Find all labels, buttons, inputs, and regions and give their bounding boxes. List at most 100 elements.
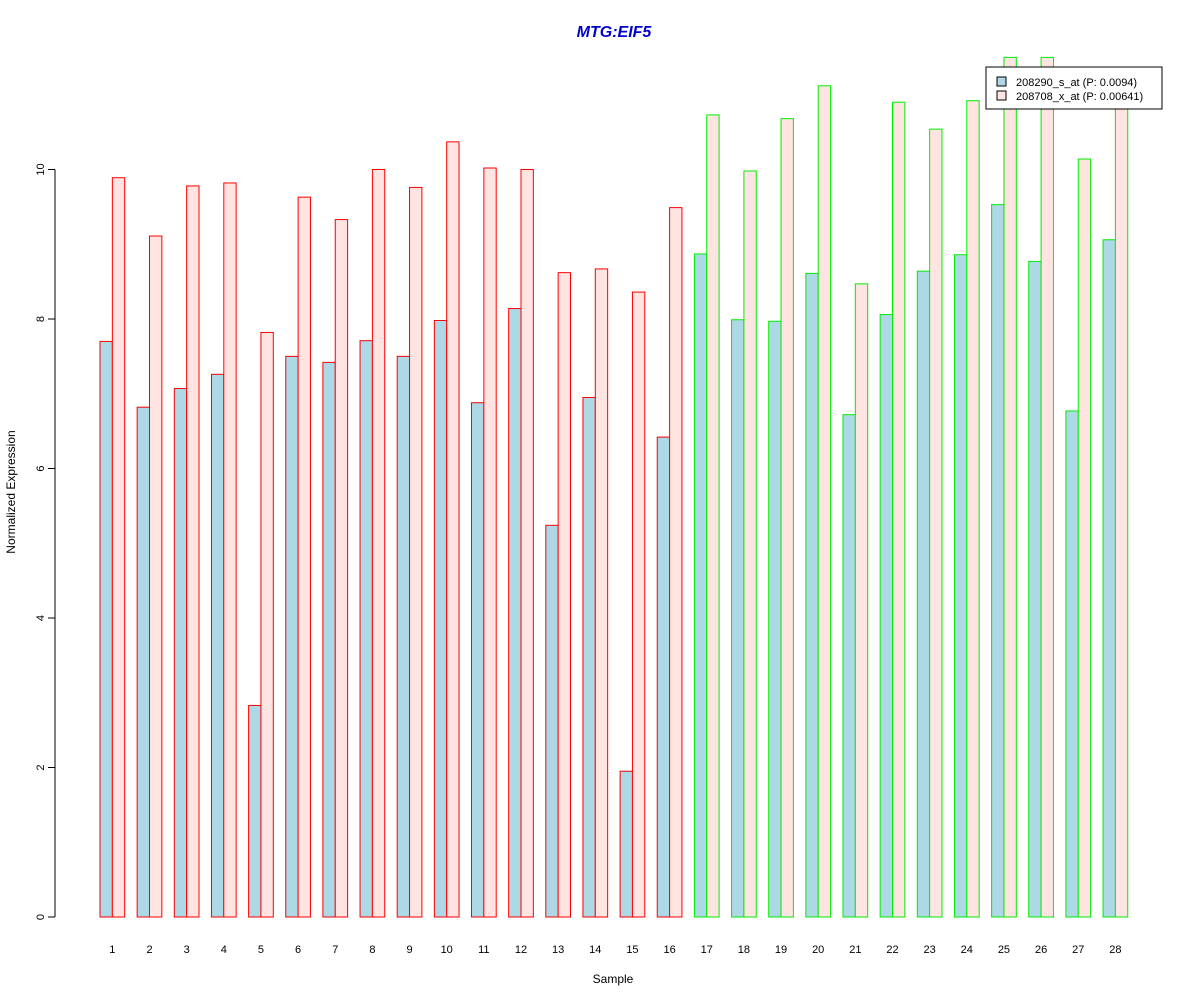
legend: 208290_s_at (P: 0.0094) 208708_x_at (P: … — [985, 66, 1163, 110]
bar-sample-15-series-2 — [631, 291, 646, 918]
legend-swatch-series-1 — [996, 76, 1007, 87]
x-tick-label: 6 — [295, 944, 301, 956]
x-tick-label: 20 — [812, 944, 824, 956]
legend-box — [985, 66, 1163, 110]
bar-sample-2-series-2 — [149, 235, 163, 918]
bar-sample-13-series-2 — [557, 272, 572, 918]
x-tick-label: 9 — [406, 944, 412, 956]
bar-sample-10-series-1 — [433, 319, 448, 918]
x-tick-label: 15 — [626, 944, 638, 956]
legend-label-series-1: 208290_s_at (P: 0.0094) — [1016, 77, 1137, 89]
bar-sample-23-series-1 — [916, 270, 931, 918]
bar-sample-18-series-1 — [731, 319, 745, 918]
y-tick-label: 10 — [35, 163, 47, 175]
x-tick-label: 28 — [1109, 944, 1121, 956]
x-tick-label: 18 — [738, 944, 750, 956]
bar-sample-16-series-1 — [656, 436, 671, 918]
bar-sample-1-series-1 — [99, 340, 113, 918]
x-tick-label: 24 — [961, 944, 973, 956]
bar-sample-26-series-2 — [1040, 56, 1054, 918]
x-tick-label: 22 — [886, 944, 898, 956]
bar-sample-9-series-2 — [409, 186, 423, 918]
bar-sample-21-series-1 — [842, 414, 856, 918]
bar-sample-12-series-1 — [508, 308, 522, 918]
bar-sample-24-series-1 — [953, 254, 968, 918]
y-tick-label: 2 — [35, 764, 47, 770]
y-tick-label: 4 — [35, 615, 47, 621]
bar-sample-27-series-1 — [1065, 410, 1079, 918]
x-tick-label: 4 — [221, 944, 227, 956]
bar-sample-4-series-1 — [210, 373, 225, 918]
x-axis-title: Sample — [593, 972, 634, 986]
x-tick-label: 26 — [1035, 944, 1047, 956]
x-tick-label: 7 — [332, 944, 338, 956]
x-tick-labels: 1 2 3 4 5 6 7 8 9 10 11 12 13 14 15 16 17 18 19 20 21 22 23 24 2… — [109, 944, 1121, 956]
bar-sample-23-series-2 — [929, 128, 943, 918]
bar-sample-6-series-1 — [285, 355, 299, 918]
bar-sample-17-series-2 — [706, 114, 720, 918]
y-tick-label: 0 — [35, 914, 47, 920]
bar-sample-20-series-2 — [817, 85, 832, 918]
y-axis-title: Normalized Expression — [4, 430, 18, 553]
x-tick-label: 19 — [775, 944, 787, 956]
x-tick-label: 21 — [849, 944, 861, 956]
bar-sample-20-series-1 — [805, 272, 819, 918]
bar-sample-19-series-2 — [780, 118, 794, 918]
x-tick-label: 11 — [478, 944, 489, 956]
bar-sample-27-series-2 — [1077, 158, 1092, 918]
chart-title: MTG:EIF5 — [577, 24, 653, 41]
bar-sample-3-series-1 — [173, 388, 188, 918]
x-tick-label: 14 — [589, 944, 601, 956]
bar-sample-12-series-2 — [520, 169, 534, 918]
bar-sample-26-series-1 — [1028, 260, 1042, 918]
x-tick-label: 17 — [701, 944, 713, 956]
bar-sample-25-series-2 — [1003, 56, 1017, 918]
x-tick-label: 10 — [441, 944, 453, 956]
bar-sample-1-series-2 — [111, 177, 126, 918]
bar-sample-4-series-2 — [223, 182, 237, 918]
bar-sample-8-series-2 — [371, 169, 386, 918]
bar-sample-5-series-2 — [260, 331, 274, 918]
bar-sample-9-series-1 — [396, 355, 411, 918]
y-tick-label: 6 — [35, 465, 47, 471]
bar-sample-21-series-2 — [854, 283, 869, 918]
x-tick-label: 1 — [109, 944, 115, 956]
bar-sample-11-series-2 — [483, 167, 497, 918]
bar-sample-15-series-1 — [619, 770, 633, 918]
bar-sample-22-series-2 — [892, 101, 906, 918]
bar-sample-17-series-1 — [693, 253, 708, 918]
x-tick-label: 23 — [924, 944, 936, 956]
x-tick-label: 12 — [515, 944, 527, 956]
bar-sample-22-series-1 — [879, 314, 894, 918]
bar-sample-8-series-1 — [359, 340, 373, 918]
x-tick-label: 2 — [146, 944, 152, 956]
bar-sample-6-series-2 — [297, 196, 311, 918]
bar-sample-2-series-1 — [136, 406, 150, 918]
bar-sample-28-series-2 — [1114, 94, 1129, 918]
bar-sample-10-series-2 — [446, 141, 460, 918]
legend-label-series-2: 208708_x_at (P: 0.00641) — [1016, 91, 1143, 103]
bar-sample-3-series-2 — [186, 185, 200, 918]
y-axis: 0 2 4 6 8 10 — [35, 163, 56, 920]
legend-swatch-series-2 — [996, 90, 1007, 101]
x-tick-label: 13 — [552, 944, 564, 956]
x-tick-label: 3 — [184, 944, 190, 956]
bar-sample-28-series-1 — [1102, 239, 1116, 918]
bar-sample-14-series-2 — [594, 268, 609, 918]
bar-sample-14-series-1 — [582, 396, 596, 918]
x-tick-label: 8 — [369, 944, 375, 956]
x-tick-label: 5 — [258, 944, 264, 956]
y-tick-label: 8 — [35, 316, 47, 322]
bar-sample-18-series-2 — [743, 170, 757, 918]
bar-sample-19-series-1 — [768, 320, 782, 918]
bar-sample-7-series-1 — [322, 361, 336, 918]
bar-sample-5-series-1 — [248, 704, 262, 918]
bar-sample-11-series-1 — [471, 402, 485, 918]
x-tick-label: 27 — [1072, 944, 1084, 956]
x-tick-label: 25 — [998, 944, 1010, 956]
bar-sample-25-series-1 — [991, 204, 1005, 918]
bar-sample-7-series-2 — [334, 219, 349, 918]
bar-sample-13-series-1 — [545, 524, 559, 918]
x-tick-label: 16 — [663, 944, 675, 956]
